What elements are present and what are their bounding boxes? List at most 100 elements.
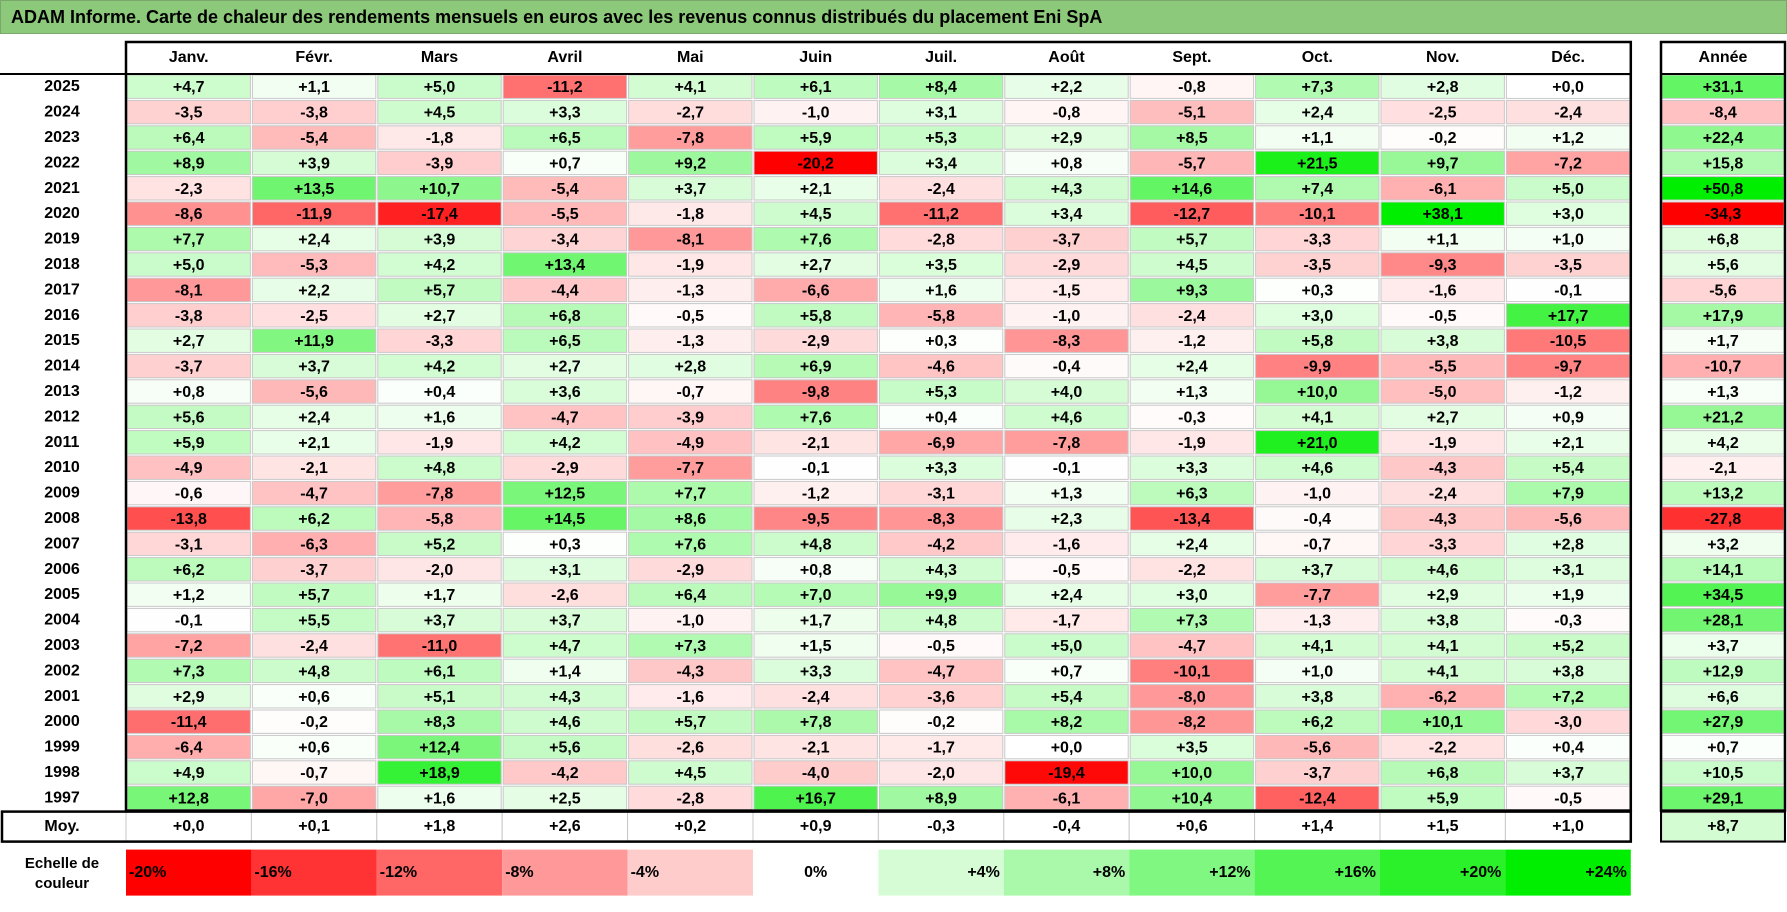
- heatmap-cell: [1004, 379, 1129, 404]
- heatmap-cell: [1255, 303, 1380, 328]
- heatmap-cell: [878, 430, 1004, 455]
- heatmap-cell: [1004, 226, 1129, 252]
- cell-value: -3,8: [175, 308, 203, 325]
- cell-value: -1,6: [1053, 536, 1081, 553]
- month-header: Juin: [799, 49, 832, 66]
- cell-value: -2,4: [1554, 105, 1582, 122]
- heatmap-cell: [377, 353, 502, 379]
- cell-value: +4,5: [800, 206, 832, 223]
- heatmap-cell: [628, 201, 753, 226]
- scale-tick-label: +12%: [1209, 864, 1250, 881]
- heatmap-cell: [878, 709, 1004, 734]
- cell-value: -7,8: [426, 486, 454, 503]
- heatmap-cell: [1129, 252, 1255, 277]
- cell-value: -9,5: [802, 511, 830, 528]
- heatmap-cell: [878, 277, 1004, 303]
- heatmap-cell: [502, 734, 628, 760]
- year-label: 2025: [44, 78, 80, 95]
- heatmap-cell: [628, 633, 753, 658]
- heatmap-cell: [502, 709, 628, 734]
- heatmap-cell: [502, 328, 628, 353]
- cell-value: -3,7: [1053, 232, 1081, 249]
- heatmap-cell: [878, 633, 1004, 658]
- heatmap-cell: [1129, 277, 1255, 303]
- heatmap-cell: [377, 201, 502, 226]
- cell-value: +16,7: [795, 790, 836, 807]
- heatmap-cell: [1004, 455, 1129, 480]
- heatmap-cell: [1004, 252, 1129, 277]
- cell-value: +8,3: [424, 714, 456, 731]
- heatmap-cell: [1129, 430, 1255, 455]
- heatmap-cell: [878, 226, 1004, 252]
- cell-value: -8,3: [927, 511, 955, 528]
- cell-value: +5,6: [173, 409, 205, 426]
- cell-value: +9,2: [675, 155, 707, 172]
- cell-value: -3,8: [300, 105, 328, 122]
- heatmap-cell: [1380, 658, 1505, 684]
- cell-value: -2,1: [802, 740, 830, 757]
- year-label: 2016: [44, 307, 80, 324]
- average-value: -0,3: [927, 818, 955, 835]
- annual-value: +21,2: [1703, 409, 1744, 426]
- cell-value: +2,9: [173, 689, 205, 706]
- cell-value: +5,0: [1051, 638, 1083, 655]
- heatmap-cell: [753, 480, 878, 506]
- cell-value: -9,9: [1304, 359, 1332, 376]
- annual-value: +0,7: [1707, 740, 1739, 757]
- heatmap-cell: [1380, 379, 1505, 404]
- heatmap-cell: [1004, 353, 1129, 379]
- cell-value: +4,3: [925, 562, 957, 579]
- heatmap-cell: [753, 607, 878, 633]
- cell-value: +1,1: [1427, 232, 1459, 249]
- heatmap-cell: [1004, 531, 1129, 557]
- annual-value: +10,5: [1703, 765, 1744, 782]
- cell-value: -6,9: [927, 435, 955, 452]
- cell-value: +3,0: [1302, 308, 1334, 325]
- cell-value: +1,3: [1176, 384, 1208, 401]
- cell-value: +3,6: [549, 384, 581, 401]
- cell-value: -3,6: [927, 689, 955, 706]
- heatmap-cell: [502, 226, 628, 252]
- heatmap-cell: [1380, 277, 1505, 303]
- year-label: 2019: [44, 231, 80, 248]
- heatmap-cell: [878, 379, 1004, 404]
- cell-value: -1,6: [677, 689, 705, 706]
- cell-value: +3,8: [1427, 613, 1459, 630]
- cell-value: +6,5: [549, 333, 581, 350]
- heatmap-cell: [377, 658, 502, 684]
- heatmap-cell: [1380, 201, 1505, 226]
- heatmap-cell: [878, 684, 1004, 709]
- average-cell: [627, 811, 754, 843]
- cell-value: -1,6: [1429, 282, 1457, 299]
- heatmap-cell: [878, 404, 1004, 430]
- cell-value: -2,8: [927, 232, 955, 249]
- cell-value: -8,1: [175, 282, 203, 299]
- year-label: 2018: [44, 256, 80, 273]
- scale-tick-label: 0%: [804, 864, 827, 881]
- cell-value: -8,3: [1053, 333, 1081, 350]
- scale-swatch: [878, 849, 1004, 896]
- cell-value: -2,5: [300, 308, 328, 325]
- cell-value: +13,4: [545, 257, 586, 274]
- cell-value: -3,5: [1304, 257, 1332, 274]
- cell-value: +7,4: [1302, 181, 1334, 198]
- cell-value: -0,7: [677, 384, 705, 401]
- cell-value: +3,5: [925, 257, 957, 274]
- heatmap-cell: [878, 582, 1004, 607]
- cell-value: -5,4: [300, 130, 328, 147]
- cell-value: +0,4: [1552, 740, 1584, 757]
- heatmap-cell: [251, 303, 377, 328]
- heatmap-cell: [753, 430, 878, 455]
- scale-tick-label: +16%: [1335, 864, 1376, 881]
- heatmap-cell: [1129, 303, 1255, 328]
- heatmap-cell: [377, 633, 502, 658]
- heatmap-cell: [502, 430, 628, 455]
- heatmap-cell: [1129, 582, 1255, 607]
- cell-value: +1,1: [1302, 130, 1334, 147]
- cell-value: +5,2: [424, 536, 456, 553]
- heatmap-cell: [753, 226, 878, 252]
- cell-value: +1,2: [173, 587, 205, 604]
- heatmap-cell: [1004, 734, 1129, 760]
- average-annual-value: +8,7: [1707, 818, 1739, 835]
- year-label: 2010: [44, 459, 80, 476]
